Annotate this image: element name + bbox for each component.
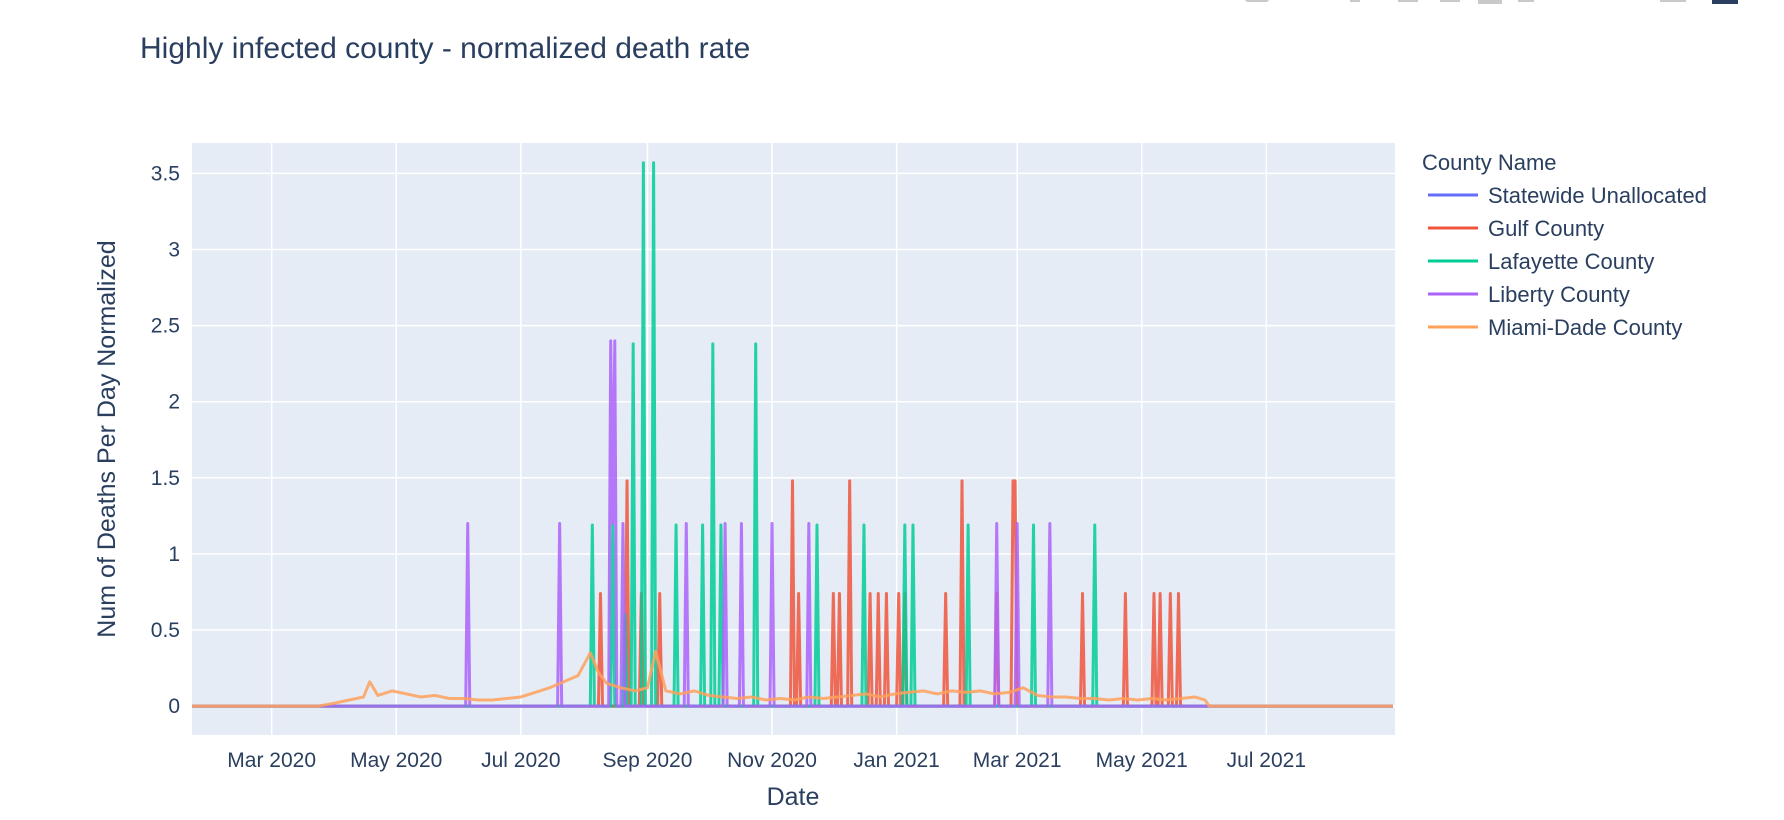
- x-tick-label: Jul 2020: [481, 749, 560, 772]
- x-tick-label: May 2020: [350, 749, 442, 772]
- x-axis-title: Date: [767, 783, 820, 811]
- lasso-icon[interactable]: [1440, 0, 1460, 2]
- series-line-miami-dade-county: [192, 649, 1393, 708]
- pan-icon[interactable]: [1350, 0, 1360, 2]
- y-tick-label: 0.5: [151, 619, 180, 642]
- legend-item[interactable]: Liberty County: [1428, 282, 1630, 307]
- legend-label: Miami-Dade County: [1488, 315, 1682, 340]
- x-tick-label: Jan 2021: [853, 749, 939, 772]
- y-tick-label: 3: [168, 239, 180, 262]
- zoom-in-icon[interactable]: [1478, 0, 1502, 4]
- y-tick-label: 1.5: [151, 467, 180, 490]
- plotly-logo-icon[interactable]: [1712, 0, 1738, 4]
- legend-title: County Name: [1422, 150, 1557, 175]
- legend-label: Lafayette County: [1488, 249, 1654, 274]
- modebar[interactable]: [1245, 0, 1738, 4]
- x-tick-label: Jul 2021: [1227, 749, 1306, 772]
- x-tick-label: May 2021: [1096, 749, 1188, 772]
- y-tick-label: 3.5: [151, 162, 180, 185]
- x-tick-label: Mar 2021: [973, 749, 1062, 772]
- legend-label: Liberty County: [1488, 282, 1630, 307]
- x-tick-label: Nov 2020: [727, 749, 817, 772]
- y-axis-ticks: 0 0.5 1 1.5 2 2.5 3 3.5: [151, 162, 180, 718]
- x-tick-label: Mar 2020: [227, 749, 316, 772]
- legend[interactable]: County Name Statewide Unallocated Gulf Co…: [1422, 150, 1707, 340]
- series-line-liberty-county: [192, 339, 1393, 708]
- legend-item[interactable]: Lafayette County: [1428, 249, 1654, 274]
- traces: [192, 161, 1393, 708]
- y-tick-label: 2: [168, 391, 180, 414]
- y-tick-label: 0: [168, 695, 180, 718]
- y-tick-label: 2.5: [151, 315, 180, 338]
- legend-label: Gulf County: [1488, 216, 1604, 241]
- camera-icon[interactable]: [1245, 0, 1269, 2]
- legend-item[interactable]: Statewide Unallocated: [1428, 183, 1707, 208]
- legend-label: Statewide Unallocated: [1488, 183, 1707, 208]
- y-axis-title: Num of Deaths Per Day Normalized: [93, 240, 121, 637]
- legend-item[interactable]: Miami-Dade County: [1428, 315, 1682, 340]
- x-axis-ticks: Mar 2020 May 2020 Jul 2020 Sep 2020 Nov 2020…: [227, 749, 1306, 772]
- chart-title: Highly infected county - normalized deat…: [140, 32, 750, 65]
- zoom-out-icon[interactable]: [1518, 0, 1534, 2]
- legend-item[interactable]: Gulf County: [1428, 216, 1604, 241]
- y-tick-label: 1: [168, 543, 180, 566]
- reset-axes-icon[interactable]: [1660, 0, 1686, 2]
- x-tick-label: Sep 2020: [603, 749, 693, 772]
- select-box-icon[interactable]: [1398, 0, 1418, 2]
